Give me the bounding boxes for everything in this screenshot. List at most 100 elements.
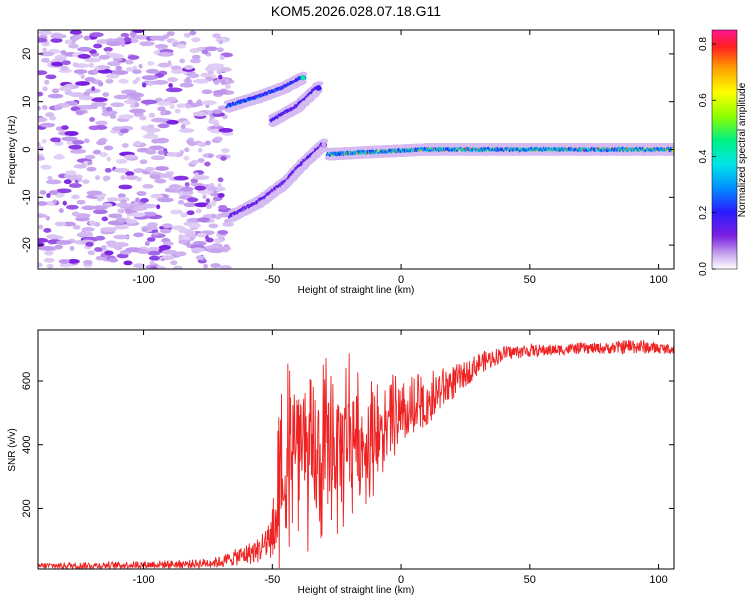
heatmap-cell [187,137,194,143]
heatmap-cell [118,78,129,84]
heatmap-cell [88,62,94,68]
heatmap-cell [315,81,324,86]
heatmap-cell [162,223,173,229]
heatmap-cell [72,224,81,230]
heatmap-cell [103,145,114,151]
heatmap-y-axis-label: Frequency (Hz) [7,116,18,185]
heatmap-cell [38,105,41,111]
heatmap-cell [40,57,50,63]
heatmap-cell [144,127,161,133]
heatmap-cell [129,108,146,114]
heatmap-cell [204,161,211,167]
heatmap-cell [89,117,95,122]
heatmap-cell [92,68,98,74]
heatmap-cell [126,92,143,98]
heatmap-cell [56,240,73,245]
heatmap-cell [208,223,219,229]
heatmap-cell [62,200,67,206]
heatmap-cell [161,249,178,255]
colorbar-gradient [711,29,738,270]
heatmap-cell [197,217,211,223]
heatmap-cell [148,255,160,261]
heatmap-cell [73,163,87,169]
heatmap-cell [139,115,147,121]
heatmap-cell [197,158,205,163]
heatmap-cell [45,179,62,185]
heatmap-cell [179,58,186,64]
colorbar: 0.0 0.2 0.4 0.6 0.8 Normalized spectral ampl… [698,29,748,276]
y-tick-label: -10 [21,189,33,205]
heatmap-cell [198,142,207,148]
heatmap-cell [196,232,207,238]
heatmap-cell [201,89,213,95]
heatmap-cell [157,51,174,57]
heatmap-cell [58,208,64,213]
heatmap-cell [142,134,159,139]
heatmap-cell [108,257,119,263]
heatmap-cell [170,65,182,71]
colorbar-tick-label: 0.2 [698,205,709,219]
heatmap-cell [46,234,60,240]
heatmap-cell [148,112,156,118]
heatmap-cell [101,245,107,250]
heatmap-cell [83,35,91,41]
snr-y-ticks: 200 400 600 [21,372,674,518]
heatmap-cell [176,103,187,109]
heatmap-cell [316,84,321,90]
heatmap-cell [86,190,103,196]
heatmap-cell [139,41,155,47]
heatmap-cell [95,255,104,261]
heatmap-cell [123,154,138,160]
heatmap-cell [45,215,51,221]
heatmap-cell [94,235,106,241]
heatmap-cell [69,30,82,35]
heatmap-cell [84,77,96,82]
heatmap-cell [70,36,80,41]
snr-x-axis-label: Height of straight line (km) [298,585,415,596]
heatmap-cell [101,105,106,111]
heatmap-cell [38,37,48,43]
heatmap-x-ticks: -100 -50 0 50 100 [133,30,668,286]
heatmap-cell [195,255,205,261]
heatmap-cell [168,83,173,88]
heatmap-cell [127,55,140,60]
heatmap-cell [78,95,94,101]
heatmap-cell [51,61,64,67]
heatmap-cell [157,106,166,112]
heatmap-cell [157,150,165,155]
heatmap-cell [102,92,110,97]
heatmap-cell [121,143,129,148]
heatmap-cell [192,78,209,84]
heatmap-cell [95,120,108,126]
heatmap-cell [73,69,88,74]
heatmap-cell [115,65,123,71]
heatmap-cell [96,39,109,44]
heatmap-cell [94,247,103,252]
heatmap-cell [150,155,166,161]
figure-title: KOM5.2026.028.07.18.G11 [271,3,441,19]
heatmap-cell [222,222,234,227]
heatmap-cell [38,70,48,76]
heatmap-cell [130,212,146,218]
heatmap-cell [54,244,63,250]
heatmap-cell [85,241,94,247]
heatmap-cell [140,99,158,105]
heatmap-cell [54,141,64,146]
heatmap-cell [98,64,107,70]
heatmap-cell [186,197,199,203]
heatmap-cell [69,148,87,154]
heatmap-cell [132,65,138,71]
heatmap-cell [165,96,178,102]
heatmap-cell [71,194,80,200]
heatmap-cell [184,103,192,109]
heatmap-cell [43,228,52,233]
heatmap-cell [54,221,67,227]
heatmap-cell [167,77,179,83]
heatmap-cell [95,175,100,180]
heatmap-cell [125,171,135,177]
heatmap-cell [157,123,170,129]
heatmap-cell [218,89,228,95]
heatmap-cell [188,141,197,147]
x-tick-label: 100 [649,274,667,286]
heatmap-cell [77,46,93,52]
